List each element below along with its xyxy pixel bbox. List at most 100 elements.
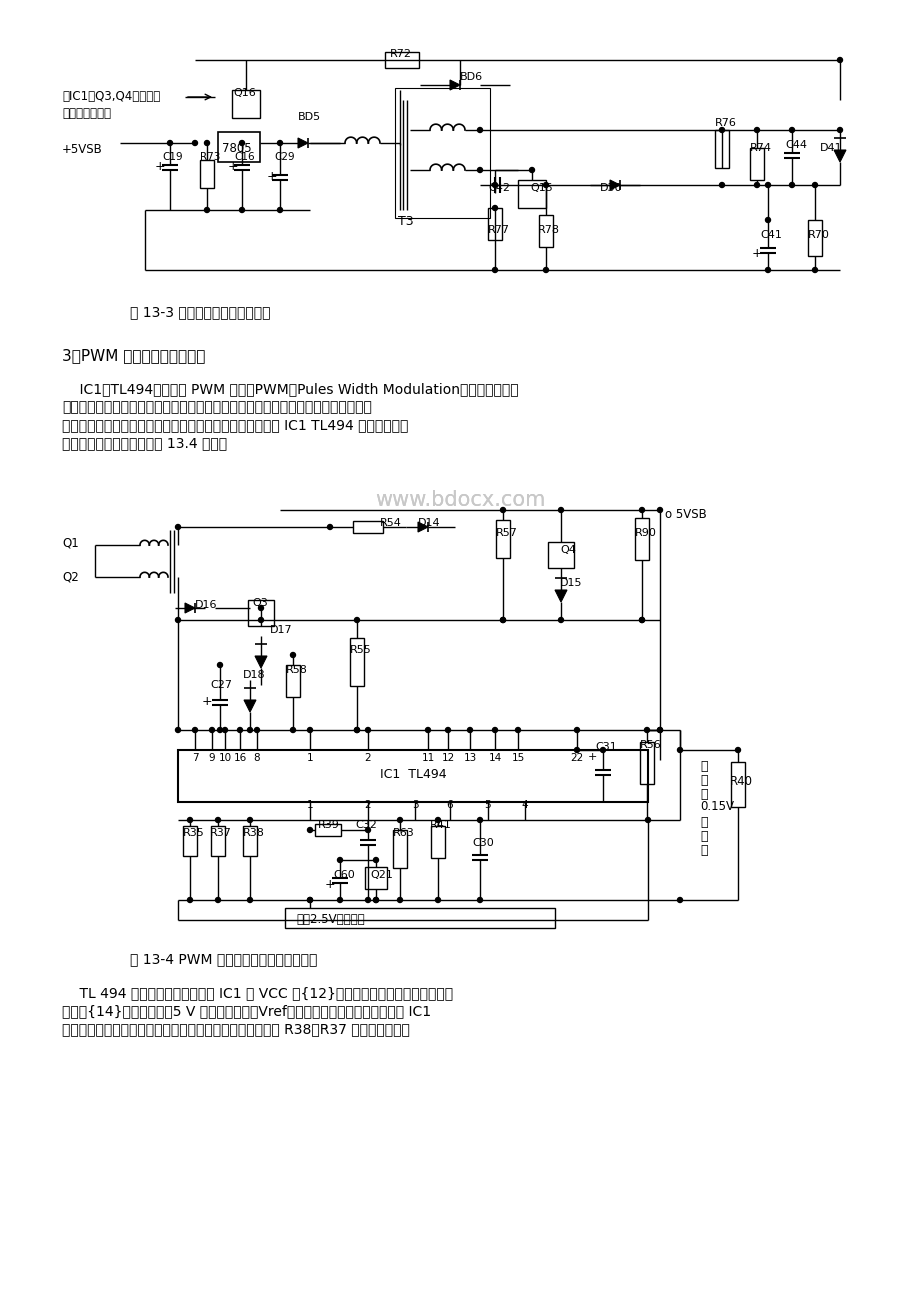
Text: 1: 1 bbox=[306, 753, 313, 763]
Text: 3: 3 bbox=[411, 799, 418, 810]
Circle shape bbox=[365, 728, 370, 733]
Circle shape bbox=[765, 217, 770, 223]
Circle shape bbox=[477, 168, 482, 172]
Circle shape bbox=[204, 207, 210, 212]
Text: R56: R56 bbox=[640, 740, 661, 750]
Bar bbox=[495, 519, 509, 559]
Text: 4: 4 bbox=[521, 799, 528, 810]
Bar bbox=[353, 521, 382, 533]
Circle shape bbox=[500, 508, 505, 513]
Text: D41: D41 bbox=[819, 143, 842, 154]
Circle shape bbox=[187, 818, 192, 823]
Circle shape bbox=[573, 747, 579, 753]
Circle shape bbox=[337, 858, 342, 862]
Polygon shape bbox=[255, 656, 267, 668]
Text: 及推动组件供电: 及推动组件供电 bbox=[62, 107, 111, 120]
Polygon shape bbox=[417, 522, 427, 533]
Bar bbox=[243, 825, 256, 855]
Text: Q3: Q3 bbox=[252, 598, 267, 608]
Bar bbox=[314, 824, 341, 836]
Circle shape bbox=[176, 728, 180, 733]
Circle shape bbox=[529, 168, 534, 172]
Circle shape bbox=[247, 897, 252, 902]
Bar bbox=[394, 89, 490, 217]
Text: C16: C16 bbox=[233, 152, 255, 161]
Text: 10: 10 bbox=[218, 753, 232, 763]
Text: +: + bbox=[228, 160, 238, 173]
Text: C29: C29 bbox=[274, 152, 294, 161]
Circle shape bbox=[500, 617, 505, 622]
Text: 路，其功能是检测输出直流电压，与基准电压比较，进行放大，控制振荡器的脉冲宽: 路，其功能是检测输出直流电压，与基准电压比较，进行放大，控制振荡器的脉冲宽 bbox=[62, 400, 371, 414]
Text: R70: R70 bbox=[807, 230, 829, 240]
Circle shape bbox=[307, 897, 312, 902]
Circle shape bbox=[492, 267, 497, 272]
Text: www.bdocx.com: www.bdocx.com bbox=[374, 490, 545, 510]
Text: R74: R74 bbox=[749, 143, 771, 154]
Circle shape bbox=[492, 728, 497, 733]
Text: C60: C60 bbox=[333, 870, 355, 880]
Bar bbox=[286, 665, 300, 697]
Text: 电: 电 bbox=[699, 829, 707, 842]
Circle shape bbox=[176, 617, 180, 622]
Text: 15: 15 bbox=[511, 753, 524, 763]
Text: R57: R57 bbox=[495, 529, 517, 538]
Text: 7: 7 bbox=[191, 753, 199, 763]
Circle shape bbox=[217, 728, 222, 733]
Text: R90: R90 bbox=[634, 529, 656, 538]
Circle shape bbox=[192, 141, 198, 146]
Circle shape bbox=[239, 141, 244, 146]
Text: D18: D18 bbox=[243, 671, 266, 680]
Circle shape bbox=[247, 728, 252, 733]
Text: 度，从而控制推挽开关电路以保持输出电压的稳定，主要由 IC1 TL494 及周围元件组: 度，从而控制推挽开关电路以保持输出电压的稳定，主要由 IC1 TL494 及周围… bbox=[62, 418, 408, 432]
Text: 向IC1及Q3,Q4脉宽调制: 向IC1及Q3,Q4脉宽调制 bbox=[62, 90, 160, 103]
Circle shape bbox=[657, 728, 662, 733]
Text: +5VSB: +5VSB bbox=[62, 143, 103, 156]
Bar bbox=[384, 52, 418, 68]
Text: 3、PWM 脉宽调制及推动电路: 3、PWM 脉宽调制及推动电路 bbox=[62, 348, 205, 363]
Circle shape bbox=[719, 182, 724, 187]
Text: 12: 12 bbox=[441, 753, 454, 763]
Bar bbox=[232, 90, 260, 118]
Circle shape bbox=[354, 728, 359, 733]
Circle shape bbox=[558, 617, 562, 622]
Polygon shape bbox=[554, 590, 566, 602]
Circle shape bbox=[215, 818, 221, 823]
Text: R41: R41 bbox=[429, 820, 451, 829]
Circle shape bbox=[543, 182, 548, 187]
Circle shape bbox=[192, 728, 198, 733]
Bar bbox=[714, 130, 728, 168]
Circle shape bbox=[600, 747, 605, 753]
Bar bbox=[210, 825, 225, 855]
Circle shape bbox=[657, 728, 662, 733]
Text: T3: T3 bbox=[398, 215, 414, 228]
Text: 平: 平 bbox=[699, 844, 707, 857]
Circle shape bbox=[543, 267, 548, 272]
Bar bbox=[199, 160, 214, 187]
Circle shape bbox=[247, 818, 252, 823]
Polygon shape bbox=[609, 180, 619, 190]
Text: 16: 16 bbox=[233, 753, 246, 763]
Circle shape bbox=[239, 207, 244, 212]
Circle shape bbox=[573, 728, 579, 733]
Bar bbox=[285, 907, 554, 928]
Text: R38: R38 bbox=[243, 828, 265, 838]
Bar bbox=[517, 180, 545, 208]
Text: IC1  TL494: IC1 TL494 bbox=[380, 768, 446, 781]
Circle shape bbox=[307, 828, 312, 832]
Circle shape bbox=[836, 128, 842, 133]
Text: 输出端{14}脚向外提供＋5 V 参考基准电压（Vref）。首先，该参考电压分两路为 IC1: 输出端{14}脚向外提供＋5 V 参考基准电压（Vref）。首先，该参考电压分两… bbox=[62, 1004, 431, 1018]
Circle shape bbox=[477, 818, 482, 823]
Text: Q16: Q16 bbox=[233, 89, 255, 98]
Circle shape bbox=[435, 897, 440, 902]
Circle shape bbox=[425, 728, 430, 733]
Circle shape bbox=[836, 57, 842, 62]
Circle shape bbox=[307, 728, 312, 733]
Circle shape bbox=[676, 747, 682, 753]
Text: R39: R39 bbox=[318, 820, 339, 829]
Text: 8: 8 bbox=[254, 753, 260, 763]
Circle shape bbox=[644, 728, 649, 733]
Circle shape bbox=[354, 728, 359, 733]
Circle shape bbox=[217, 663, 222, 668]
Circle shape bbox=[373, 897, 378, 902]
Text: R76: R76 bbox=[714, 118, 736, 128]
